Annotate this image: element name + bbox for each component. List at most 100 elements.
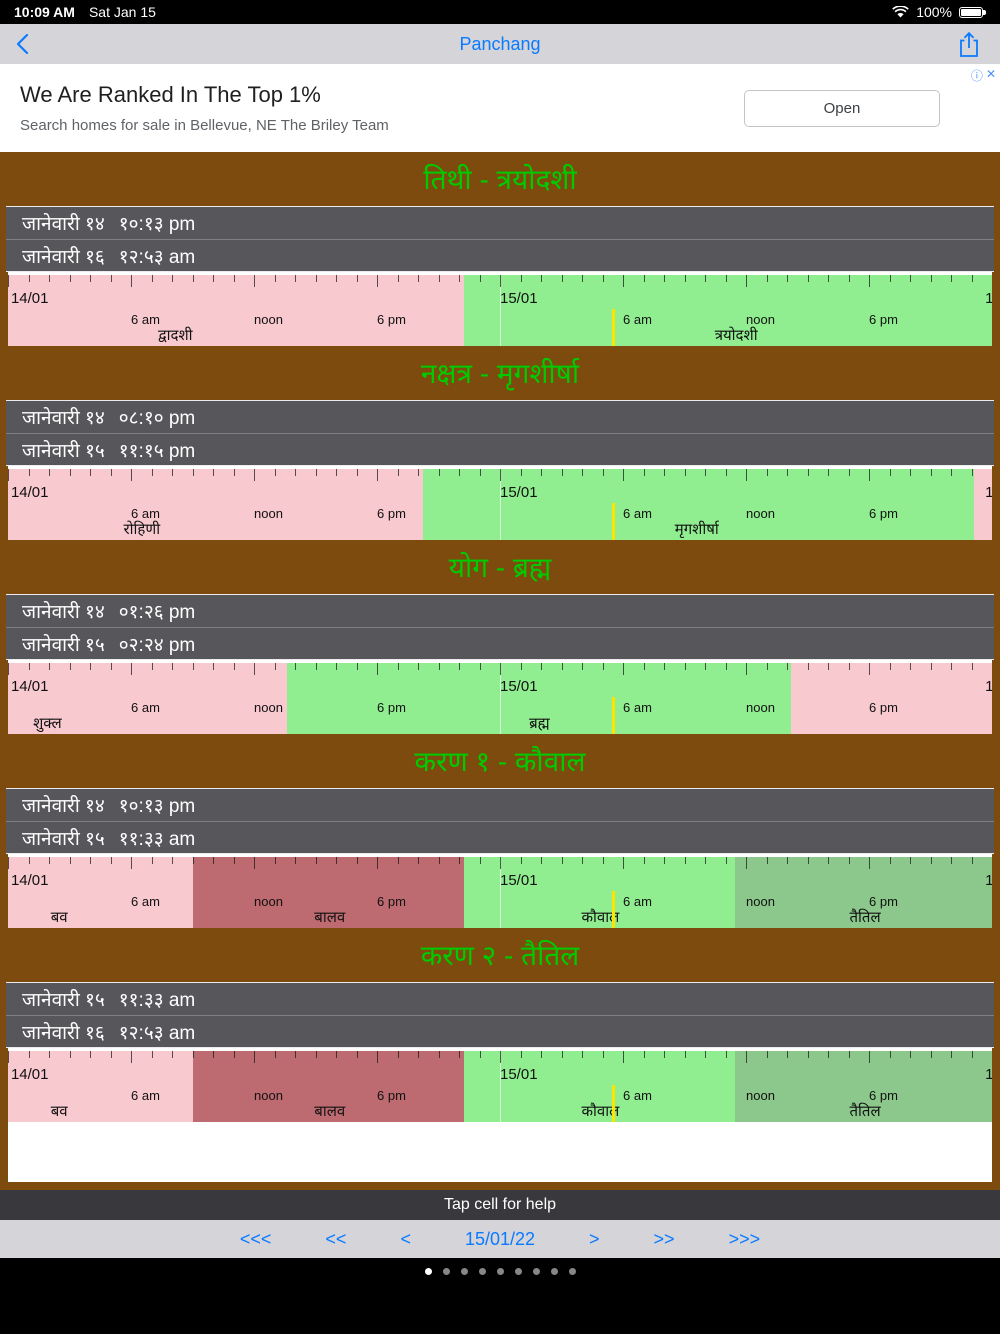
page-title: Panchang — [459, 33, 541, 54]
segment-label: बालव — [314, 1103, 346, 1120]
hour-tick — [131, 275, 132, 287]
transition-row[interactable]: जानेवारी १४ १०:१३ pm — [6, 207, 994, 239]
hour-tick — [233, 857, 235, 864]
ad-banner[interactable]: We Are Ranked In The Top 1% Search homes… — [0, 64, 1000, 152]
content-filler — [8, 1122, 992, 1182]
hour-tick — [356, 857, 358, 864]
section-transitions[interactable]: जानेवारी १५ ११:३३ am जानेवारी १६ १२:५३ am — [6, 982, 994, 1048]
timeline-segment[interactable] — [192, 1051, 464, 1122]
transition-date: जानेवारी १४ — [22, 796, 105, 817]
hour-tick — [746, 1051, 747, 1063]
hour-tick — [192, 275, 194, 282]
jump-forward-3-button[interactable]: >>> — [728, 1228, 761, 1249]
timeline-segment[interactable] — [8, 275, 464, 346]
hour-tick — [582, 663, 583, 670]
hour-tick — [910, 1051, 911, 1058]
timeline-segment[interactable] — [8, 857, 193, 928]
timeline-segment[interactable] — [8, 663, 288, 734]
page-dots[interactable] — [424, 1268, 576, 1275]
transition-row[interactable]: जानेवारी १६ १२:५३ am — [6, 239, 994, 271]
section-transitions[interactable]: जानेवारी १४ ०८:१० pm जानेवारी १५ ११:१५ pm — [6, 400, 994, 466]
status-right: 100% — [892, 4, 986, 20]
back-button[interactable] — [16, 33, 29, 55]
hour-tick — [479, 469, 481, 476]
section-transitions[interactable]: जानेवारी १४ ०१:२६ pm जानेवारी १५ ०२:२४ pm — [6, 594, 994, 660]
current-date-button[interactable]: 15/01/22 — [464, 1228, 536, 1249]
jump-forward-2-button[interactable]: >> — [653, 1228, 675, 1249]
hour-tick — [192, 857, 194, 864]
transition-row[interactable]: जानेवारी १६ १२:५३ am — [6, 1015, 994, 1047]
hour-tick — [664, 275, 665, 282]
jump-back-3-button[interactable]: <<< — [239, 1228, 272, 1249]
segment-label: ब्रह्म — [529, 715, 550, 732]
hour-tick — [684, 857, 686, 864]
timeline-segment[interactable] — [735, 857, 992, 928]
ad-info-icon[interactable]: ⓘ — [970, 69, 983, 83]
page-dot[interactable] — [424, 1268, 432, 1275]
timeline-chart[interactable]: 14/01 15/01 1 6 am noon 6 pm 6 am noon 6 pm बव बाल… — [8, 854, 992, 928]
hour-tick — [807, 663, 809, 670]
page-dot[interactable] — [442, 1268, 450, 1275]
hour-tick — [828, 275, 829, 282]
transition-row[interactable]: जानेवारी १४ १०:१३ pm — [6, 789, 994, 821]
section-transitions[interactable]: जानेवारी १४ १०:१३ pm जानेवारी १६ १२:५३ am — [6, 206, 994, 272]
hour-label: 6 pm — [869, 700, 898, 715]
hour-tick — [725, 275, 727, 282]
hour-tick — [90, 275, 91, 282]
back-button-footer[interactable]: < — [400, 1228, 411, 1249]
timeline-chart[interactable]: 14/01 15/01 1 6 am noon 6 pm 6 am noon 6 pm बव बाल… — [8, 1048, 992, 1122]
ad-open-button[interactable]: Open — [744, 90, 940, 127]
page-dot[interactable] — [568, 1268, 576, 1275]
transition-row[interactable]: जानेवारी १४ ०१:२६ pm — [6, 595, 994, 627]
transition-row[interactable]: जानेवारी १४ ०८:१० pm — [6, 401, 994, 433]
timeline-segment[interactable] — [8, 469, 424, 540]
page-dot[interactable] — [496, 1268, 504, 1275]
section-title: करण २ - तैतिल — [420, 940, 580, 971]
timeline-segment[interactable] — [974, 469, 992, 540]
timeline-chart[interactable]: 14/01 15/01 1 6 am noon 6 pm 6 am noon 6 pm शुक्ल… — [8, 660, 992, 734]
timeline-segment[interactable] — [791, 663, 992, 734]
timeline-segment[interactable] — [192, 857, 464, 928]
ad-close-icon[interactable]: ✕ — [985, 67, 996, 81]
hour-tick — [787, 857, 788, 864]
hour-tick — [582, 1051, 583, 1058]
page-dot[interactable] — [532, 1268, 540, 1275]
timeline-segment[interactable] — [463, 857, 736, 928]
page-dot[interactable] — [478, 1268, 486, 1275]
timeline-segment[interactable] — [463, 1051, 736, 1122]
share-button[interactable] — [958, 31, 980, 58]
transition-row[interactable]: जानेवारी १५ ०२:२४ pm — [6, 627, 994, 659]
hour-tick — [274, 275, 276, 282]
transition-row[interactable]: जानेवारी १५ ११:३३ am — [6, 983, 994, 1015]
hour-tick — [233, 275, 235, 282]
hour-tick — [233, 1051, 235, 1058]
transition-row[interactable]: जानेवारी १५ ११:३३ am — [6, 821, 994, 853]
hour-label: 6 am — [623, 506, 652, 521]
timeline-segment[interactable] — [8, 1051, 193, 1122]
timeline-segment[interactable] — [463, 275, 992, 346]
hour-tick — [172, 275, 173, 282]
hour-tick — [930, 275, 932, 282]
timeline-segment[interactable] — [735, 1051, 992, 1122]
current-time-marker — [612, 891, 616, 928]
forward-button-footer[interactable]: > — [589, 1228, 600, 1249]
hour-tick — [397, 275, 399, 282]
segment-label: तैतिल — [849, 1103, 881, 1120]
hour-tick — [828, 469, 829, 476]
transition-row[interactable]: जानेवारी १५ ११:१५ pm — [6, 433, 994, 465]
status-left: 10:09 AM Sat Jan 15 — [14, 4, 156, 20]
page-dot[interactable] — [514, 1268, 522, 1275]
ad-headline[interactable]: We Are Ranked In The Top 1% — [20, 82, 321, 107]
page-dot[interactable] — [550, 1268, 558, 1275]
timeline-chart[interactable]: 14/01 15/01 1 6 am noon 6 pm 6 am noon 6 pm द्वाद… — [8, 272, 992, 346]
hour-tick — [828, 857, 829, 864]
hour-label: noon — [254, 506, 283, 521]
page-dot[interactable] — [460, 1268, 468, 1275]
jump-back-2-button[interactable]: << — [325, 1228, 347, 1249]
timeline-segment[interactable] — [423, 469, 975, 540]
timeline-chart[interactable]: 14/01 15/01 1 6 am noon 6 pm 6 am noon 6 pm रोहिण… — [8, 466, 992, 540]
hour-tick — [889, 1051, 891, 1058]
section-transitions[interactable]: जानेवारी १४ १०:१३ pm जानेवारी १५ ११:३३ am — [6, 788, 994, 854]
timeline-segment[interactable] — [287, 663, 792, 734]
